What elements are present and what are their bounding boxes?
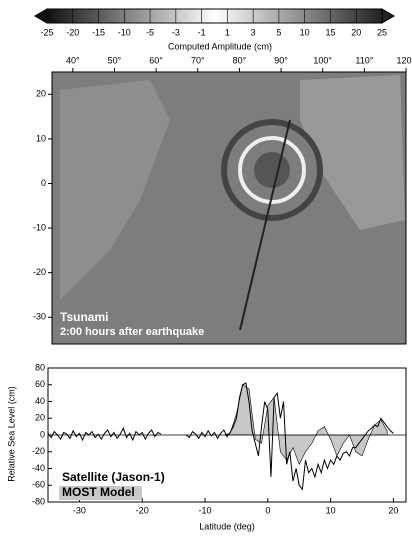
y-tick-label: 20	[35, 413, 45, 423]
colorbar-tick-label: 3	[251, 27, 256, 37]
colorbar-tick-label: -25	[40, 27, 53, 37]
x-tick-label: 80°	[233, 55, 247, 65]
colorbar-label: Computed Amplitude (cm)	[168, 41, 272, 51]
x-tick-label: 120	[396, 55, 411, 65]
y-tick-label: 80	[35, 362, 45, 372]
y-tick-label: 0	[40, 429, 45, 439]
y-tick-label: -80	[32, 496, 45, 506]
x-tick-label: -10	[199, 505, 212, 515]
x-tick-label: 20	[388, 505, 398, 515]
wave-front	[254, 152, 290, 188]
colorbar-tick-label: 5	[276, 27, 281, 37]
colorbar-tick-label: 10	[300, 27, 310, 37]
x-tick-label: 10	[326, 505, 336, 515]
colorbar-tick-label: 15	[325, 27, 335, 37]
colorbar-tick-label: -15	[92, 27, 105, 37]
y-tick-label: -30	[33, 312, 46, 322]
colorbar-tick-label: 20	[351, 27, 361, 37]
y-tick-label: -10	[33, 222, 46, 232]
colorbar	[47, 9, 382, 23]
y-tick-label: 40	[35, 396, 45, 406]
y-tick-label: 10	[36, 133, 46, 143]
x-tick-label: 40°	[66, 55, 80, 65]
y-tick-label: 60	[35, 379, 45, 389]
y-tick-label: -20	[33, 267, 46, 277]
x-axis-label: Latitude (deg)	[199, 521, 255, 531]
colorbar-tick-label: 1	[225, 27, 230, 37]
x-tick-label: -30	[73, 505, 86, 515]
colorbar-arrow	[35, 9, 47, 23]
y-tick-label: 0	[41, 178, 46, 188]
legend-entry: Satellite (Jason-1)	[62, 470, 165, 484]
y-tick-label: -60	[32, 480, 45, 490]
figure: Computed Amplitude (cm) Tsunami 2:00 hou…	[0, 0, 412, 537]
y-tick-label: -20	[32, 446, 45, 456]
colorbar-tick-label: 25	[377, 27, 387, 37]
colorbar-arrow	[382, 9, 394, 23]
y-axis-label: Relative Sea Level (cm)	[6, 386, 16, 482]
colorbar-tick-label: -3	[172, 27, 180, 37]
legend-entry: MOST Model	[62, 485, 135, 499]
x-tick-label: 0	[265, 505, 270, 515]
colorbar-tick-label: -20	[66, 27, 79, 37]
y-tick-label: 20	[36, 89, 46, 99]
x-tick-label: 60°	[149, 55, 163, 65]
x-tick-label: -20	[136, 505, 149, 515]
page: Computed Amplitude (cm) Tsunami 2:00 hou…	[0, 0, 412, 537]
colorbar-tick-label: -5	[146, 27, 154, 37]
x-tick-label: 90°	[274, 55, 288, 65]
x-tick-label: 110°	[355, 55, 373, 65]
y-tick-label: -40	[32, 463, 45, 473]
x-tick-label: 50°	[108, 55, 122, 65]
colorbar-tick-label: -1	[198, 27, 206, 37]
map-annotation: Tsunami	[60, 310, 108, 324]
x-tick-label: 100°	[313, 55, 332, 65]
x-tick-label: 70°	[191, 55, 205, 65]
map-annotation: 2:00 hours after earthquake	[60, 326, 204, 338]
colorbar-tick-label: -10	[118, 27, 131, 37]
